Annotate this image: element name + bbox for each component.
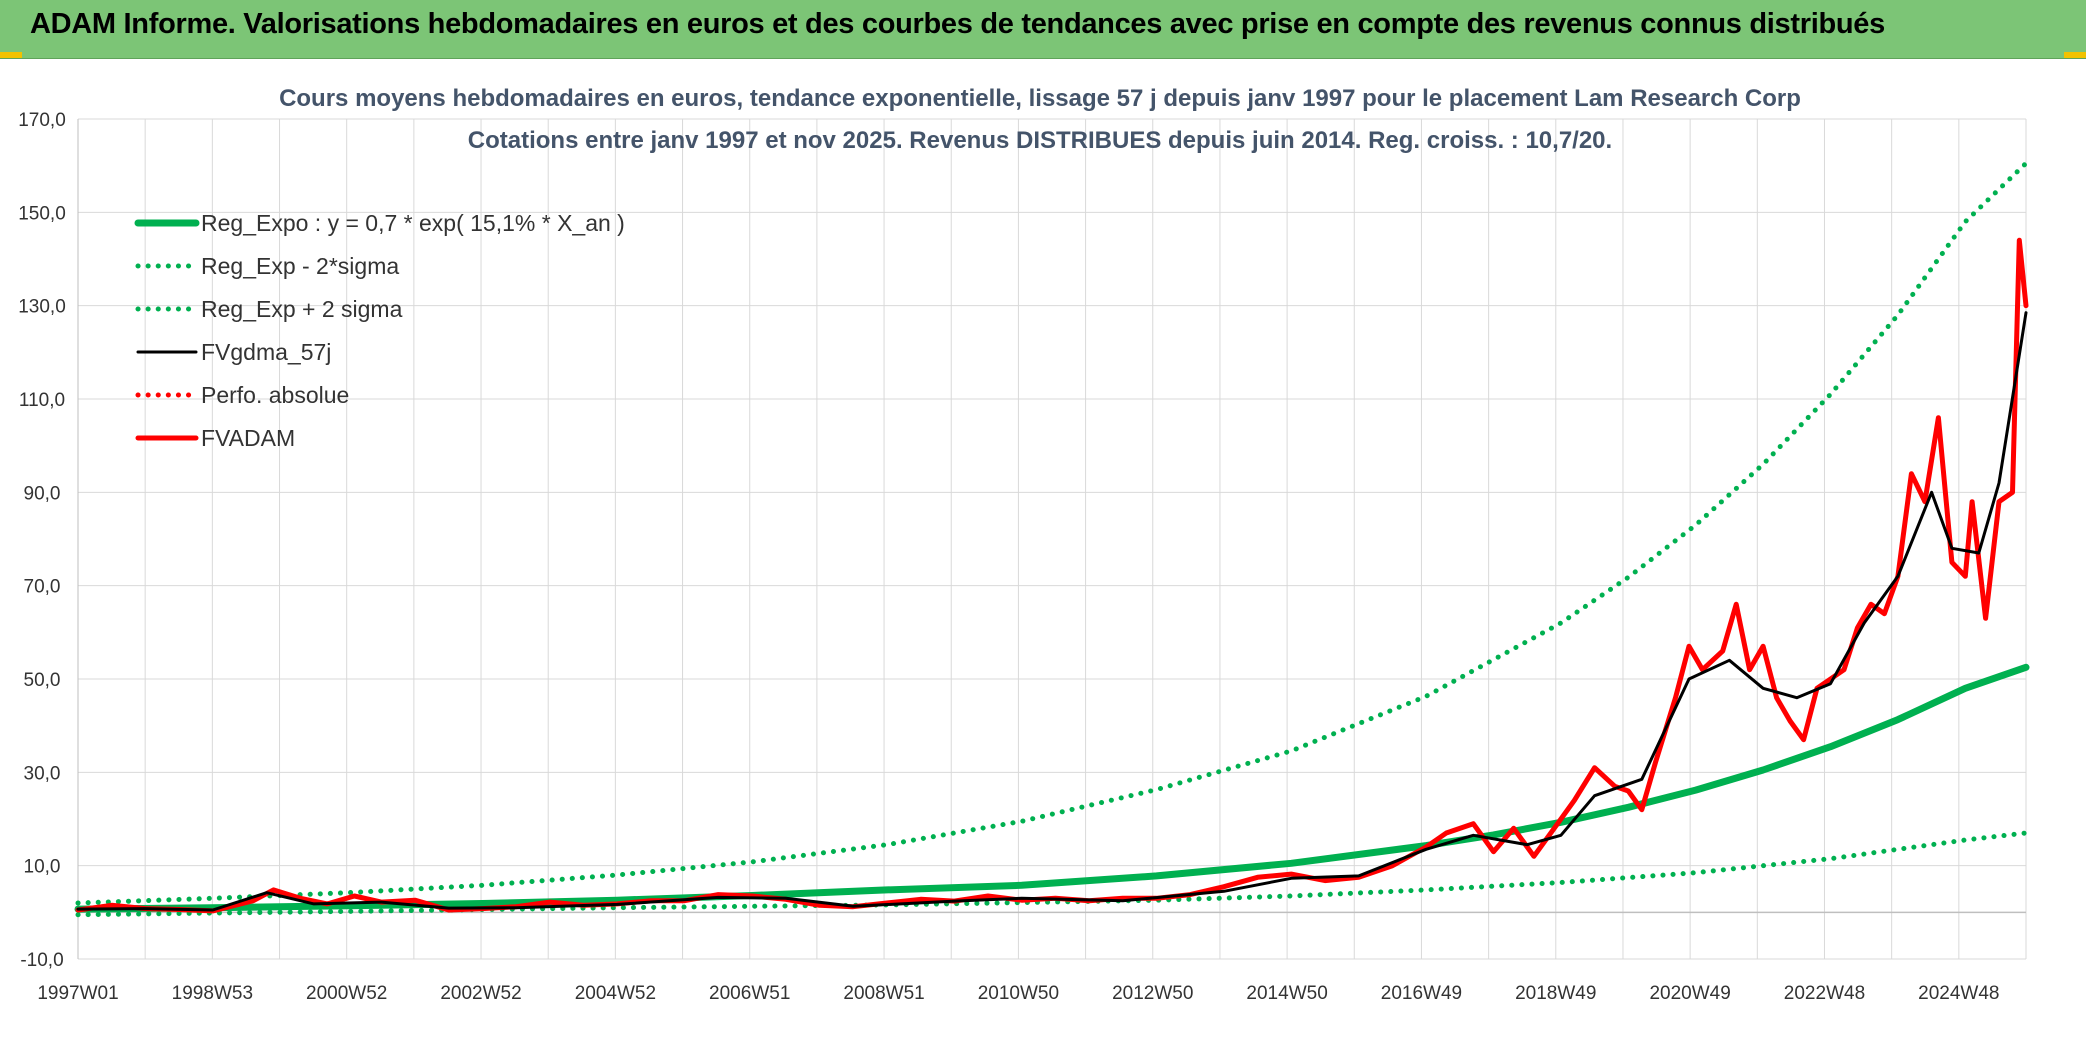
y-tick-label: -10,0	[20, 950, 63, 971]
y-tick-label: 170,0	[18, 110, 66, 131]
report-banner: ADAM Informe. Valorisations hebdomadaire…	[0, 0, 2086, 59]
x-tick-label: 2002W52	[440, 983, 521, 1004]
series-line-1	[75, 830, 2029, 918]
y-tick-label: 10,0	[24, 857, 61, 878]
line-chart: -10,0 10,0 30,0 50,0 70,0 90,0 110,0 130,0 150,0…	[18, 85, 2030, 1004]
corner-mark-right	[2064, 52, 2086, 58]
x-tick-label: 2018W49	[1515, 983, 1596, 1004]
series-line-0	[74, 663, 2030, 913]
y-tick-label: 150,0	[18, 203, 66, 224]
x-tick-label: 2014W50	[1246, 983, 1327, 1004]
x-tick-label: 2024W48	[1918, 983, 1999, 1004]
report-title: ADAM Informe. Valorisations hebdomadaire…	[30, 8, 1885, 40]
corner-mark-left	[0, 52, 22, 58]
series-line-5	[75, 237, 2029, 914]
y-tick-label: 70,0	[24, 577, 61, 598]
series-line-2	[75, 160, 2029, 906]
y-tick-label: 30,0	[24, 763, 61, 784]
x-tick-label: 2022W48	[1784, 983, 1865, 1004]
chart-subtitle: Cotations entre janv 1997 et nov 2025. R…	[468, 127, 1612, 154]
legend-label: Reg_Exp - 2*sigma	[201, 253, 399, 279]
legend-label: FVADAM	[201, 425, 295, 451]
legend-label: FVgdma_57j	[201, 339, 331, 365]
chart-title: Cours moyens hebdomadaires en euros, ten…	[279, 85, 1801, 112]
x-tick-label: 2012W50	[1112, 983, 1193, 1004]
legend-label: Perfo. absolue	[201, 382, 349, 408]
legend-label: Reg_Expo : y = 0,7 * exp( 15,1% * X_an )	[201, 210, 625, 236]
x-tick-label: 2020W49	[1649, 983, 1730, 1004]
x-tick-label: 1998W53	[172, 983, 253, 1004]
x-tick-label: 2004W52	[575, 983, 656, 1004]
x-tick-label: 2006W51	[709, 983, 790, 1004]
series-line-3	[76, 311, 2028, 912]
y-tick-label: 130,0	[18, 297, 66, 318]
x-tick-label: 1997W01	[37, 983, 118, 1004]
x-tick-label: 2016W49	[1381, 983, 1462, 1004]
y-tick-label: 110,0	[19, 390, 65, 411]
axes: -10,0 10,0 30,0 50,0 70,0 90,0 110,0 130,0 150,0…	[18, 110, 2026, 1004]
chart-area: -10,0 10,0 30,0 50,0 70,0 90,0 110,0 130,0 150,0…	[0, 59, 2086, 1037]
x-tick-label: 2000W52	[306, 983, 387, 1004]
x-tick-label: 2008W51	[843, 983, 924, 1004]
x-tick-label: 2010W50	[978, 983, 1059, 1004]
legend: Reg_Expo : y = 0,7 * exp( 15,1% * X_an )…	[134, 210, 625, 451]
series-group	[74, 160, 2030, 918]
grid	[77, 118, 2027, 960]
y-tick-label: 50,0	[24, 670, 61, 691]
y-tick-label: 90,0	[24, 483, 61, 504]
legend-label: Reg_Exp + 2 sigma	[201, 296, 403, 322]
